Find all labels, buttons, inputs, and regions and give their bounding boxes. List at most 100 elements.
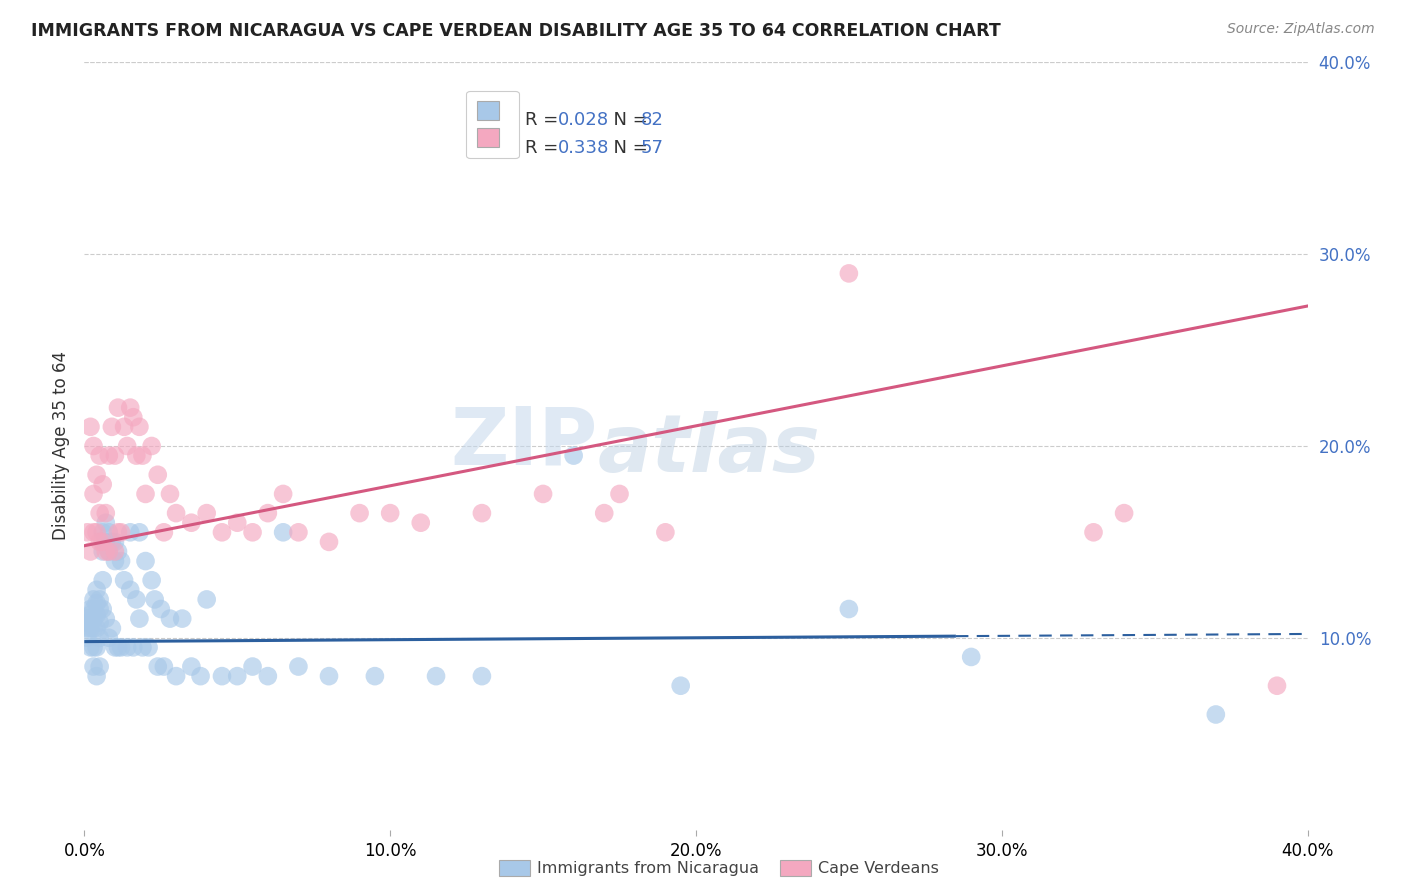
Point — [83, 602, 105, 616]
Text: atlas: atlas — [598, 411, 821, 489]
Point — [654, 525, 676, 540]
Point — [94, 544, 117, 558]
Point — [83, 621, 105, 635]
Point — [104, 640, 127, 655]
Text: Immigrants from Nicaragua: Immigrants from Nicaragua — [537, 862, 759, 876]
Point — [97, 449, 120, 463]
Point — [112, 420, 135, 434]
Point — [97, 544, 120, 558]
Point — [89, 535, 111, 549]
Point — [94, 516, 117, 530]
Point — [138, 640, 160, 655]
Point — [287, 659, 309, 673]
Point — [83, 592, 105, 607]
Point — [94, 535, 117, 549]
Point — [79, 544, 101, 558]
Point — [669, 679, 692, 693]
Point — [226, 516, 249, 530]
Point — [89, 506, 111, 520]
Point — [76, 525, 98, 540]
Point — [531, 487, 554, 501]
Text: 82: 82 — [641, 111, 664, 128]
Point — [101, 420, 124, 434]
Point — [318, 535, 340, 549]
Point — [76, 621, 98, 635]
Point — [86, 525, 108, 540]
Text: N =: N = — [602, 111, 654, 128]
Point — [128, 612, 150, 626]
Point — [91, 477, 114, 491]
Point — [1205, 707, 1227, 722]
Point — [104, 554, 127, 568]
Point — [115, 439, 138, 453]
Point — [128, 420, 150, 434]
Point — [172, 612, 194, 626]
Text: R =: R = — [524, 111, 564, 128]
Point — [107, 525, 129, 540]
Point — [287, 525, 309, 540]
Point — [97, 631, 120, 645]
Point — [94, 612, 117, 626]
Text: ZIP: ZIP — [451, 403, 598, 481]
Point — [91, 525, 114, 540]
Point — [120, 525, 142, 540]
Point — [180, 516, 202, 530]
Text: 0.028: 0.028 — [558, 111, 609, 128]
Point — [120, 582, 142, 597]
Point — [89, 659, 111, 673]
Point — [364, 669, 387, 683]
Point — [1083, 525, 1105, 540]
Point — [86, 640, 108, 655]
Text: N =: N = — [602, 139, 654, 157]
Point — [471, 506, 494, 520]
Point — [94, 506, 117, 520]
Point — [107, 544, 129, 558]
Point — [471, 669, 494, 683]
Point — [110, 525, 132, 540]
Point — [83, 612, 105, 626]
Text: R =: R = — [524, 139, 564, 157]
Point — [165, 506, 187, 520]
Point — [110, 554, 132, 568]
Point — [190, 669, 212, 683]
Point — [131, 640, 153, 655]
Point — [79, 420, 101, 434]
Point — [562, 449, 585, 463]
Point — [593, 506, 616, 520]
Point — [101, 621, 124, 635]
Point — [195, 592, 218, 607]
Point — [211, 525, 233, 540]
Point — [89, 602, 111, 616]
Point — [838, 602, 860, 616]
Point — [242, 659, 264, 673]
Point — [79, 607, 101, 622]
Point — [143, 592, 166, 607]
Point — [125, 592, 148, 607]
Point — [76, 631, 98, 645]
Point — [1114, 506, 1136, 520]
Point — [195, 506, 218, 520]
Point — [97, 525, 120, 540]
Point — [79, 602, 101, 616]
Point — [76, 615, 98, 630]
Point — [110, 640, 132, 655]
Text: IMMIGRANTS FROM NICARAGUA VS CAPE VERDEAN DISABILITY AGE 35 TO 64 CORRELATION CH: IMMIGRANTS FROM NICARAGUA VS CAPE VERDEA… — [31, 22, 1001, 40]
Point — [89, 631, 111, 645]
Point — [86, 607, 108, 622]
Point — [349, 506, 371, 520]
Point — [89, 592, 111, 607]
Point — [146, 467, 169, 482]
Point — [271, 525, 294, 540]
Point — [257, 506, 280, 520]
Text: 0.338: 0.338 — [558, 139, 609, 157]
Point — [107, 401, 129, 415]
Point — [122, 640, 145, 655]
Point — [86, 596, 108, 610]
Point — [104, 535, 127, 549]
Point — [141, 439, 163, 453]
Point — [83, 439, 105, 453]
Point — [107, 640, 129, 655]
Point — [86, 669, 108, 683]
Point — [86, 467, 108, 482]
Point — [86, 621, 108, 635]
